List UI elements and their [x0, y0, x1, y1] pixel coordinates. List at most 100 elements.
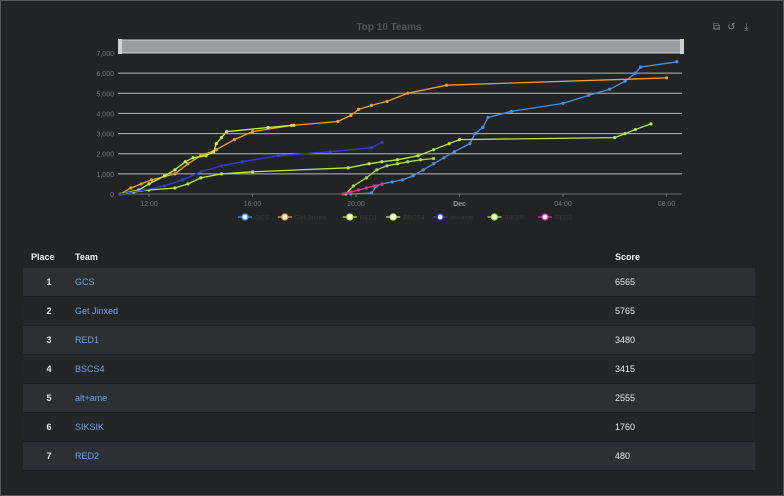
- data-point[interactable]: [473, 131, 477, 136]
- data-point[interactable]: [183, 160, 187, 164]
- zoom-slider[interactable]: [118, 39, 684, 54]
- data-point[interactable]: [162, 184, 167, 188]
- data-point[interactable]: [214, 148, 218, 152]
- data-point[interactable]: [346, 166, 350, 170]
- data-point[interactable]: [411, 174, 415, 178]
- data-point[interactable]: [385, 99, 389, 103]
- team-link[interactable]: Get Jinxed: [75, 306, 119, 316]
- team-link[interactable]: GCS: [75, 277, 95, 287]
- data-point[interactable]: [336, 119, 340, 124]
- data-point[interactable]: [118, 192, 123, 196]
- data-point[interactable]: [406, 91, 410, 95]
- data-point[interactable]: [432, 162, 436, 166]
- data-point[interactable]: [639, 65, 643, 69]
- data-point[interactable]: [129, 186, 133, 190]
- data-point[interactable]: [225, 129, 229, 134]
- data-point[interactable]: [219, 172, 224, 176]
- slider-handle-left[interactable]: [118, 39, 122, 54]
- data-point[interactable]: [432, 156, 436, 161]
- data-point[interactable]: [447, 142, 451, 146]
- data-point[interactable]: [349, 113, 353, 118]
- data-point[interactable]: [380, 160, 384, 164]
- data-point[interactable]: [385, 164, 389, 168]
- data-point[interactable]: [664, 76, 669, 80]
- data-point[interactable]: [181, 178, 185, 182]
- data-point[interactable]: [649, 122, 653, 126]
- data-point[interactable]: [675, 60, 679, 64]
- data-point[interactable]: [421, 168, 425, 172]
- data-point[interactable]: [250, 129, 255, 134]
- legend-item[interactable]: Get Jinxed: [277, 213, 326, 222]
- data-point[interactable]: [457, 138, 462, 142]
- team-link[interactable]: BSCS4: [75, 364, 105, 374]
- data-point[interactable]: [214, 142, 218, 146]
- data-point[interactable]: [276, 154, 281, 158]
- data-point[interactable]: [142, 188, 146, 192]
- data-point[interactable]: [292, 123, 296, 127]
- zoom-icon[interactable]: ⧉: [712, 22, 721, 33]
- data-point[interactable]: [364, 186, 368, 190]
- data-point[interactable]: [219, 164, 224, 168]
- data-point[interactable]: [419, 158, 423, 162]
- legend-item[interactable]: SIKSIK: [487, 213, 526, 222]
- team-link[interactable]: alt+ame: [75, 393, 108, 403]
- team-link[interactable]: RED2: [75, 451, 100, 461]
- data-point[interactable]: [623, 79, 627, 83]
- data-point[interactable]: [232, 138, 237, 142]
- data-point[interactable]: [432, 148, 436, 152]
- data-point[interactable]: [406, 160, 410, 164]
- data-point[interactable]: [186, 162, 190, 166]
- data-point[interactable]: [173, 168, 177, 172]
- data-point[interactable]: [369, 146, 374, 150]
- data-point[interactable]: [367, 162, 371, 166]
- data-point[interactable]: [372, 184, 376, 188]
- slider-handle-right[interactable]: [680, 39, 684, 54]
- data-point[interactable]: [199, 170, 203, 174]
- data-point[interactable]: [219, 136, 224, 140]
- data-point[interactable]: [357, 188, 361, 192]
- data-point[interactable]: [481, 125, 485, 130]
- data-point[interactable]: [351, 184, 356, 188]
- data-point[interactable]: [380, 140, 384, 145]
- data-point[interactable]: [442, 156, 446, 160]
- legend[interactable]: GCS Get Jinxed RED1 BSCS4 alt+ame SIKSIK RED2: [238, 213, 573, 222]
- data-point[interactable]: [390, 180, 394, 184]
- data-point[interactable]: [186, 182, 190, 186]
- legend-item[interactable]: alt+ame: [433, 213, 474, 222]
- download-icon[interactable]: ⤓: [744, 22, 749, 33]
- data-point[interactable]: [364, 176, 368, 180]
- data-point[interactable]: [561, 101, 565, 105]
- restore-icon[interactable]: ↺: [727, 22, 736, 33]
- data-point[interactable]: [349, 190, 353, 194]
- data-point[interactable]: [613, 136, 617, 140]
- data-point[interactable]: [191, 156, 195, 160]
- data-point[interactable]: [240, 160, 244, 164]
- team-link[interactable]: RED1: [75, 335, 100, 345]
- data-point[interactable]: [150, 178, 154, 182]
- data-point[interactable]: [250, 170, 255, 174]
- data-point[interactable]: [173, 186, 177, 190]
- data-point[interactable]: [486, 115, 490, 120]
- data-point[interactable]: [357, 107, 361, 111]
- data-point[interactable]: [147, 182, 151, 186]
- data-point[interactable]: [444, 83, 449, 87]
- data-point[interactable]: [509, 109, 513, 114]
- data-point[interactable]: [204, 154, 208, 158]
- legend-item[interactable]: BSCS4: [386, 213, 425, 222]
- data-point[interactable]: [380, 182, 384, 186]
- data-point[interactable]: [587, 93, 591, 97]
- slider-track[interactable]: [119, 39, 684, 54]
- data-point[interactable]: [369, 191, 374, 195]
- data-point[interactable]: [375, 168, 379, 172]
- data-point[interactable]: [199, 176, 203, 180]
- data-point[interactable]: [468, 142, 472, 146]
- data-point[interactable]: [395, 158, 400, 162]
- data-point[interactable]: [623, 131, 627, 136]
- team-link[interactable]: SIKSIK: [75, 422, 105, 432]
- data-point[interactable]: [369, 103, 374, 107]
- data-point[interactable]: [328, 150, 332, 154]
- data-point[interactable]: [212, 150, 216, 154]
- data-point[interactable]: [416, 154, 420, 158]
- data-point[interactable]: [633, 71, 638, 75]
- data-point[interactable]: [452, 150, 456, 154]
